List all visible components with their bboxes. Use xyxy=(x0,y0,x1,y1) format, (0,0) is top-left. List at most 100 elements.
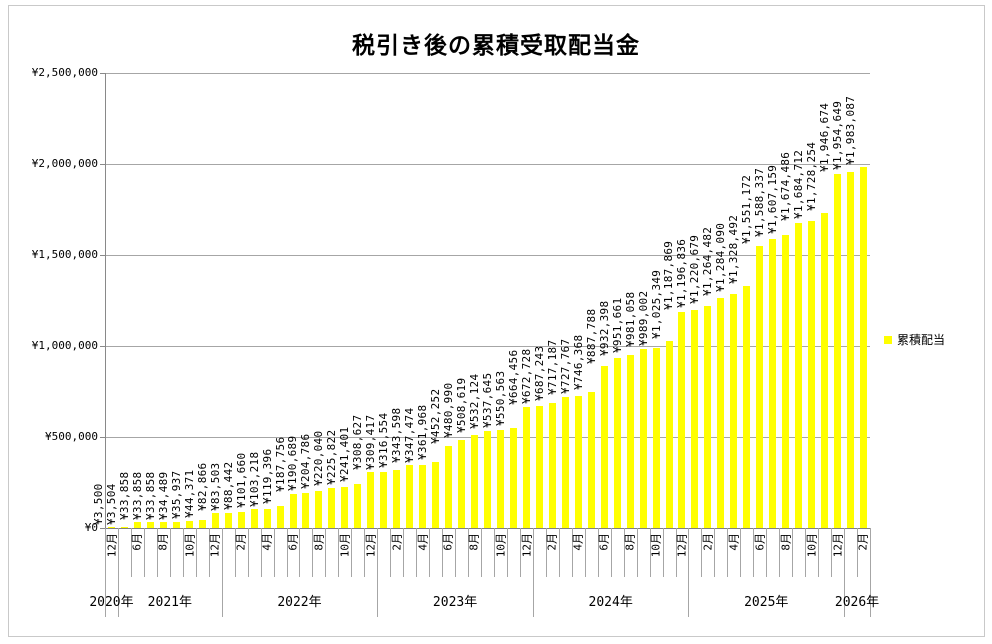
bar-value-label: ¥951,661 xyxy=(610,297,624,353)
bar-value-label: ¥35,937 xyxy=(169,471,183,520)
x-axis-month-label: 12月 xyxy=(519,533,533,558)
x-axis-tick xyxy=(493,528,495,577)
bar-value-label: ¥1,025,349 xyxy=(649,270,663,340)
bar-value-label: ¥532,124 xyxy=(468,373,481,430)
x-axis-year-label: 2020年 xyxy=(89,595,134,610)
x-axis-tick xyxy=(416,528,418,577)
year-separator xyxy=(532,528,534,617)
bar-value-label: ¥241,401 xyxy=(338,426,352,483)
x-axis-tick xyxy=(364,528,366,577)
bar-value-label: ¥343,598 xyxy=(390,408,404,464)
x-axis-tick xyxy=(740,528,742,577)
bar-value-label: ¥103,218 xyxy=(247,451,261,508)
x-axis-year-label: 2022年 xyxy=(277,595,322,610)
bar-value-label: ¥480,990 xyxy=(442,383,456,439)
x-axis-tick xyxy=(299,528,301,577)
bar-value-label: ¥1,954,649 xyxy=(831,101,845,171)
x-axis-month-label: 6月 xyxy=(130,533,144,551)
bar-value-label: ¥1,284,090 xyxy=(714,223,728,293)
legend-label: 累積配当 xyxy=(897,333,946,347)
bar xyxy=(587,392,595,528)
x-axis-month-label: 2月 xyxy=(857,533,871,551)
x-axis-month-label: 12月 xyxy=(831,533,845,558)
bar-value-label: ¥887,788 xyxy=(584,309,598,365)
x-axis-month-label: 10月 xyxy=(649,533,663,558)
legend: 累積配当 xyxy=(884,331,945,348)
bar xyxy=(613,358,621,528)
bar-value-label: ¥119,396 xyxy=(260,448,274,505)
bar xyxy=(432,462,440,528)
x-axis-tick xyxy=(351,528,353,577)
x-axis-tick xyxy=(779,528,781,577)
x-axis-tick xyxy=(584,528,586,577)
year-separator xyxy=(377,528,379,617)
bar xyxy=(302,493,310,528)
bar xyxy=(393,470,401,528)
y-axis-tick-label: ¥500,000 xyxy=(45,430,98,443)
x-axis-month-label: 12月 xyxy=(208,533,222,558)
x-axis-month-label: 6月 xyxy=(286,533,300,551)
x-axis-tick xyxy=(649,528,651,577)
x-axis-month-label: 8月 xyxy=(468,533,482,551)
x-axis-month-label: 4月 xyxy=(571,533,585,551)
x-axis-tick xyxy=(519,528,521,577)
x-axis-month-label: 4月 xyxy=(416,533,430,551)
x-axis-month-label: 8月 xyxy=(156,533,170,551)
bar-value-label: ¥204,786 xyxy=(299,433,313,489)
year-separator xyxy=(117,528,119,617)
bar xyxy=(224,512,232,528)
x-axis-month-label: 4月 xyxy=(727,533,741,551)
x-axis-tick xyxy=(675,528,677,577)
bar xyxy=(328,487,336,528)
bar xyxy=(471,435,479,528)
x-axis-month-label: 8月 xyxy=(623,533,637,551)
x-axis-month-label: 10月 xyxy=(182,533,196,558)
y-axis-tick xyxy=(100,73,105,74)
bar-value-label: ¥187,756 xyxy=(273,436,287,492)
bar xyxy=(509,427,517,528)
bar xyxy=(315,490,323,528)
x-axis-tick xyxy=(403,528,405,577)
bar xyxy=(808,221,816,528)
x-axis-tick xyxy=(130,528,132,577)
bar-value-label: ¥1,728,254 xyxy=(805,142,819,212)
y-axis-tick-label: ¥2,500,000 xyxy=(31,66,98,79)
bar-value-label: ¥88,442 xyxy=(221,461,235,510)
bar xyxy=(665,341,673,528)
bar xyxy=(535,405,543,528)
y-axis-tick xyxy=(100,437,105,438)
y-axis-tick-label: ¥1,000,000 xyxy=(31,339,98,352)
x-axis-month-label: 2月 xyxy=(701,533,715,551)
x-axis-year-label: 2023年 xyxy=(432,595,478,610)
year-separator xyxy=(105,528,106,617)
bar xyxy=(600,366,608,528)
bar-value-label: ¥1,551,172 xyxy=(740,174,754,244)
y-axis-tick xyxy=(100,164,105,165)
x-axis-month-label: 10月 xyxy=(493,533,507,558)
x-axis-month-label: 8月 xyxy=(312,533,326,551)
x-axis-tick xyxy=(390,528,392,577)
bar xyxy=(419,464,427,528)
bar-value-label: ¥1,264,482 xyxy=(701,226,715,296)
bar xyxy=(691,310,699,528)
bar-value-label: ¥687,243 xyxy=(532,345,546,401)
bar-value-label: ¥1,328,492 xyxy=(727,214,741,285)
bar xyxy=(341,486,349,528)
x-axis-month-label: 12月 xyxy=(364,533,378,558)
bar-value-label: ¥44,371 xyxy=(182,469,196,518)
bar xyxy=(250,509,258,528)
bar xyxy=(159,521,167,528)
bar xyxy=(652,348,660,528)
bar-value-label: ¥727,767 xyxy=(558,338,572,394)
bar xyxy=(821,213,829,528)
bar xyxy=(639,349,647,528)
x-axis-tick xyxy=(597,528,599,577)
bar xyxy=(484,431,491,528)
x-axis-tick xyxy=(818,528,820,577)
y-axis-tick xyxy=(100,528,105,529)
bar-value-label: ¥1,983,087 xyxy=(844,95,858,166)
year-separator xyxy=(221,528,223,617)
gridline xyxy=(105,346,870,347)
bar xyxy=(795,223,803,528)
